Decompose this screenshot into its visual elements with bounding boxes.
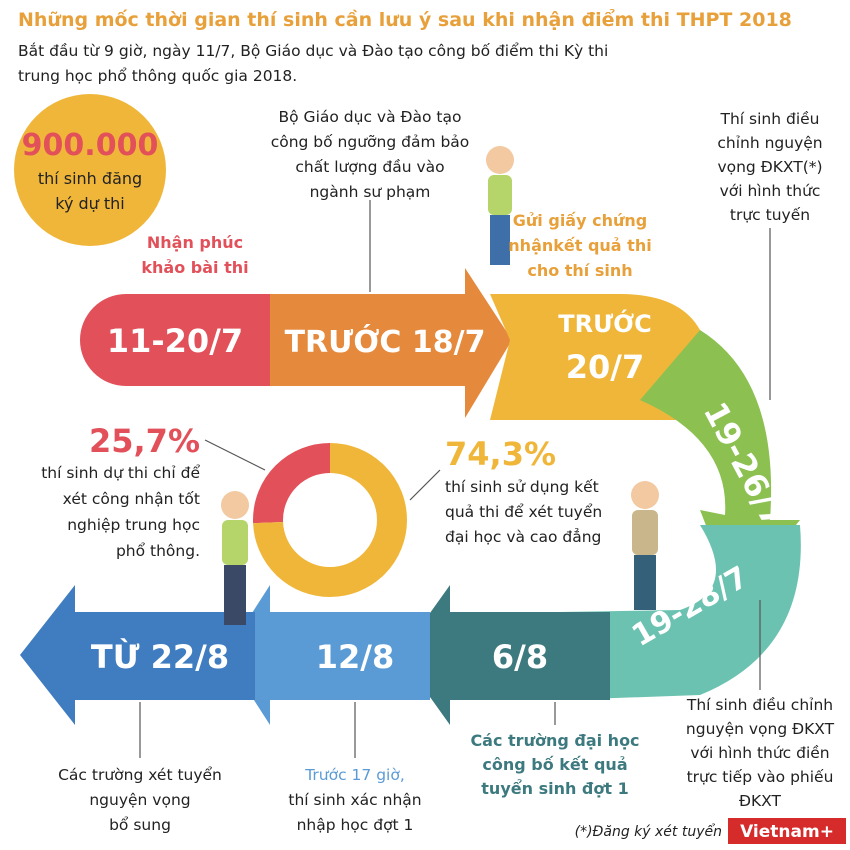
subtitle: trung học phổ thông quốc gia 2018.	[18, 67, 297, 85]
note: trực tuyến	[730, 206, 810, 224]
donut-text: thí sinh sử dụng kết	[445, 478, 599, 496]
subtitle: Bắt đầu từ 9 giờ, ngày 11/7, Bộ Giáo dục…	[18, 42, 608, 60]
note: cho thí sinh	[527, 261, 632, 280]
arrow-segment	[270, 268, 512, 418]
note: Thí sinh điều	[720, 110, 820, 128]
date-label: 11-20/7	[107, 322, 243, 360]
stat-circle	[14, 94, 166, 246]
arrow-segment	[560, 525, 801, 700]
note: khảo bài thi	[141, 258, 248, 277]
percent-label: 25,7%	[89, 422, 200, 460]
note: thí sinh xác nhận	[288, 791, 421, 809]
date-label: 12/8	[316, 638, 394, 676]
date-label: TRƯỚC	[558, 308, 651, 338]
note: Các trường đại học	[470, 731, 639, 750]
date-label: 6/8	[492, 638, 548, 676]
logo-box	[728, 818, 846, 844]
arrow-segment	[225, 585, 430, 725]
date-label: TỪ 22/8	[91, 637, 229, 676]
note: nhậnkết quả thi	[508, 236, 651, 255]
note: chỉnh nguyện	[717, 134, 822, 152]
student-figure	[221, 146, 659, 625]
note: với hình thức	[720, 182, 821, 200]
donut-text: thí sinh dự thi chỉ để	[41, 464, 200, 482]
note: tuyển sinh đợt 1	[481, 779, 628, 798]
note: với hình thức điền	[690, 744, 829, 762]
note: nhập học đợt 1	[297, 816, 414, 834]
note: nguyện vọng	[89, 791, 190, 809]
note: Bộ Giáo dục và Đào tạo	[279, 108, 462, 126]
arrow-segment	[400, 585, 610, 725]
note: Trước 17 giờ,	[304, 766, 405, 784]
stat-text: thí sinh đăng	[38, 169, 142, 188]
title: Những mốc thời gian thí sinh cần lưu ý s…	[18, 8, 792, 31]
note: công bố ngưỡng đảm bảo	[271, 133, 470, 151]
note: công bố kết quả	[482, 755, 627, 774]
leader-lines	[139, 200, 771, 758]
footnote: (*)Đăng ký xét tuyển	[575, 823, 722, 840]
note: ĐKXT	[739, 792, 782, 810]
note: nguyện vọng ĐKXT	[686, 720, 835, 738]
arrow-segment	[490, 294, 700, 420]
donut-text: phổ thông.	[116, 542, 200, 560]
donut-text: xét công nhận tốt	[63, 490, 200, 508]
note: vọng ĐKXT(*)	[717, 158, 822, 176]
donut-segment	[253, 443, 407, 597]
note: Nhận phúc	[147, 233, 243, 252]
note: ngành sư phạm	[310, 183, 431, 201]
note: Gửi giấy chứng	[513, 211, 647, 230]
donut-text: nghiệp trung học	[67, 516, 200, 534]
date-label: TRƯỚC 18/7	[285, 323, 486, 360]
stat-text: ký dự thi	[55, 194, 125, 213]
stat-value: 900.000	[22, 128, 159, 163]
note: trực tiếp vào phiếu	[687, 768, 834, 786]
donut-text: đại học và cao đẳng	[445, 527, 601, 546]
logo: Vietnam+	[740, 822, 834, 842]
band-segment	[80, 294, 272, 386]
note: bổ sung	[109, 816, 171, 834]
note: chất lượng đầu vào	[295, 158, 444, 176]
percent-label: 74,3%	[445, 435, 556, 473]
date-label: 20/7	[566, 348, 644, 386]
note: Các trường xét tuyển	[58, 766, 222, 784]
arrow-segment	[20, 585, 255, 725]
donut-text: quả thi để xét tuyển	[445, 503, 602, 521]
note: Thí sinh điều chỉnh	[686, 696, 833, 714]
